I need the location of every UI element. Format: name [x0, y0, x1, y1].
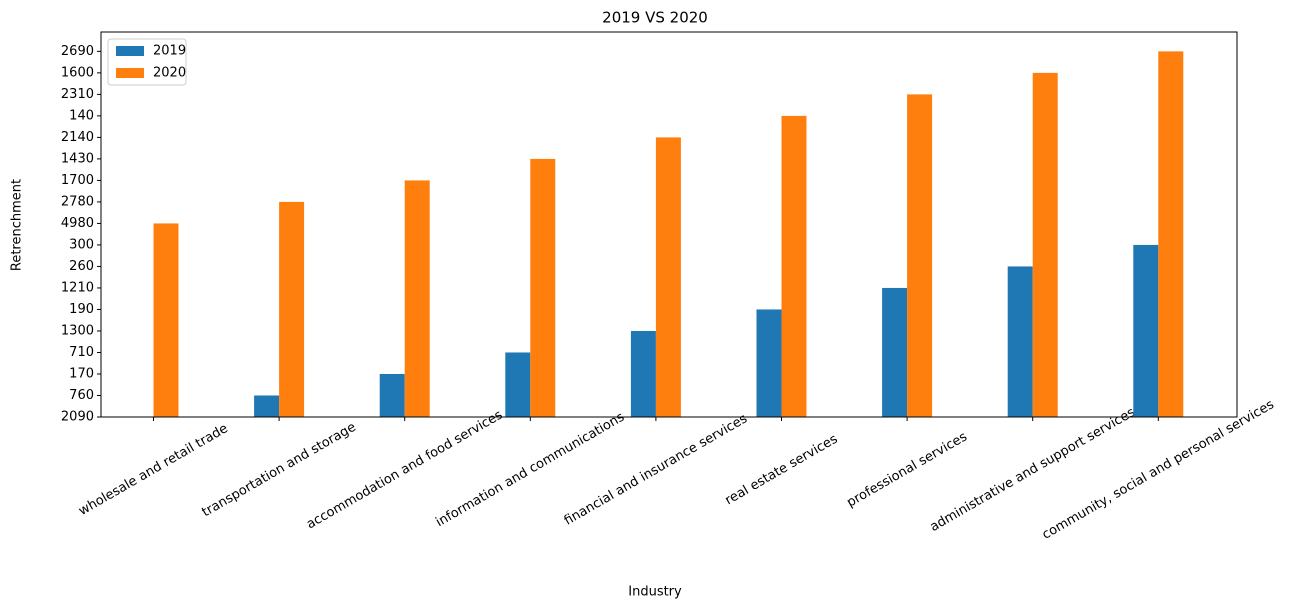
bar	[907, 94, 933, 417]
legend-swatch	[116, 68, 144, 78]
y-tick-label: 260	[69, 259, 94, 274]
bar	[505, 352, 531, 417]
y-tick-label: 190	[69, 302, 94, 317]
x-tick-label: professional services	[844, 429, 970, 510]
y-tick-label: 710	[69, 345, 94, 360]
y-tick-label: 1430	[61, 151, 94, 166]
y-tick-label: 4980	[61, 216, 94, 231]
y-tick-label: 1300	[61, 323, 94, 338]
bar	[379, 373, 405, 417]
bar	[655, 137, 681, 418]
bar	[630, 330, 656, 417]
bar	[1007, 266, 1033, 417]
y-tick-label: 2780	[61, 194, 94, 209]
y-tick-label: 760	[69, 388, 94, 403]
y-tick-label: 300	[69, 237, 94, 252]
y-axis-label: Retrenchment	[10, 179, 25, 271]
bar	[1158, 51, 1184, 417]
legend-label: 2020	[153, 66, 186, 81]
x-tick-label: accommodation and food services	[304, 408, 505, 533]
bar	[530, 158, 556, 417]
bar	[279, 201, 305, 417]
bar	[404, 180, 430, 417]
bar	[1133, 244, 1159, 417]
x-tick-label: real estate services	[723, 432, 841, 509]
bar	[1032, 72, 1058, 418]
bar	[153, 223, 179, 417]
x-axis-label: Industry	[628, 585, 682, 600]
y-tick-label: 170	[69, 366, 94, 381]
y-tick-label: 2690	[61, 44, 94, 59]
y-tick-label: 1700	[61, 173, 94, 188]
y-tick-label: 1210	[61, 280, 94, 295]
y-tick-label: 2140	[61, 130, 94, 145]
legend-label: 2019	[153, 44, 186, 59]
y-tick-label: 140	[69, 108, 94, 123]
bar	[882, 287, 908, 417]
bar	[756, 309, 782, 417]
y-tick-label: 1600	[61, 65, 94, 80]
bar	[254, 395, 280, 417]
bar	[781, 115, 807, 417]
legend-swatch	[116, 46, 144, 56]
y-tick-label: 2090	[61, 410, 94, 425]
plot-frame	[100, 31, 1238, 418]
y-tick-label: 2310	[61, 87, 94, 102]
x-tick-label: administrative and support services	[928, 405, 1138, 535]
chart-title: 2019 VS 2020	[602, 9, 708, 27]
